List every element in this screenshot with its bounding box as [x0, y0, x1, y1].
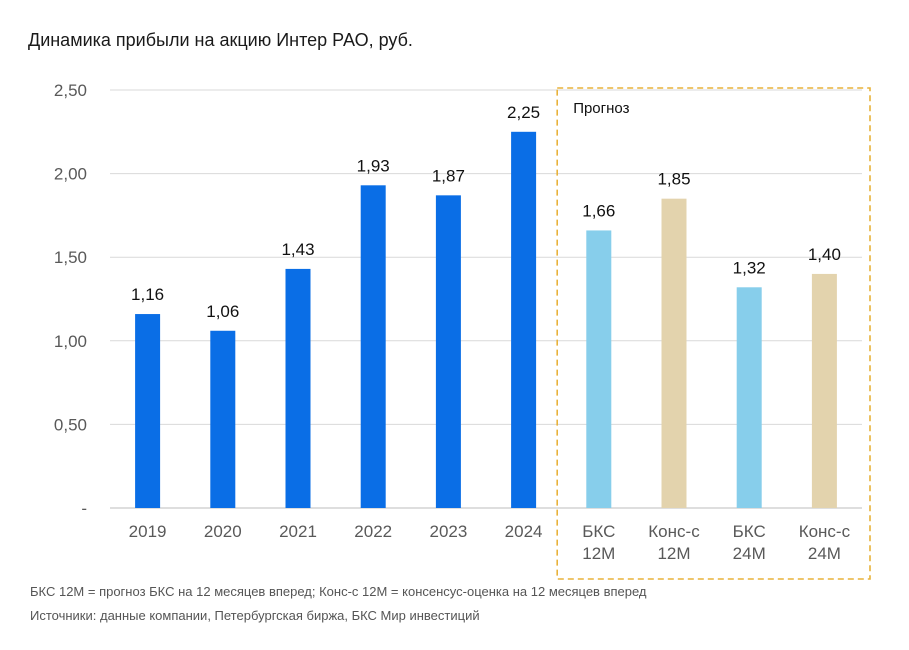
x-tick-label: 24М — [808, 544, 841, 563]
y-tick-label: 0,50 — [54, 415, 87, 434]
data-label: 1,16 — [131, 285, 164, 304]
bar — [811, 273, 837, 508]
data-label: 1,32 — [733, 258, 766, 277]
y-tick-label: 2,50 — [54, 81, 87, 100]
bar — [285, 268, 311, 508]
data-label: 1,85 — [657, 170, 690, 189]
x-tick-label: 2022 — [354, 522, 392, 541]
footnote-definitions: БКС 12М = прогноз БКС на 12 месяцев впер… — [30, 584, 647, 599]
data-label: 1,06 — [206, 302, 239, 321]
x-tick-label: БКС — [733, 522, 766, 541]
data-label: 1,93 — [357, 156, 390, 175]
x-tick-label: Конс-с — [648, 522, 700, 541]
y-tick-label: - — [81, 499, 87, 518]
x-tick-label: 2023 — [429, 522, 467, 541]
data-label: 1,43 — [281, 240, 314, 259]
data-label: 1,40 — [808, 245, 841, 264]
bar — [736, 287, 762, 508]
x-tick-label: 2021 — [279, 522, 317, 541]
y-tick-label: 1,00 — [54, 332, 87, 351]
x-tick-label: 2019 — [129, 522, 167, 541]
chart-title: Динамика прибыли на акцию Интер РАО, руб… — [28, 30, 413, 50]
footnote-sources: Источники: данные компании, Петербургска… — [30, 608, 480, 623]
y-tick-label: 2,00 — [54, 165, 87, 184]
bar — [135, 314, 161, 508]
bar — [586, 230, 612, 508]
x-tick-label: БКС — [582, 522, 615, 541]
bar — [210, 330, 236, 508]
x-tick-label: Конс-с — [799, 522, 851, 541]
data-label: 2,25 — [507, 103, 540, 122]
bar — [661, 198, 687, 508]
x-tick-label: 2020 — [204, 522, 242, 541]
y-tick-label: 1,50 — [54, 248, 87, 267]
x-tick-label: 2024 — [505, 522, 543, 541]
forecast-box — [556, 87, 871, 580]
bar — [511, 131, 537, 509]
bar — [360, 185, 386, 508]
x-tick-label: 12М — [582, 544, 615, 563]
bar — [435, 195, 461, 508]
x-tick-label: 12М — [657, 544, 690, 563]
data-label: 1,87 — [432, 166, 465, 185]
data-label: 1,66 — [582, 201, 615, 220]
x-tick-label: 24М — [733, 544, 766, 563]
forecast-label: Прогноз — [573, 100, 629, 117]
